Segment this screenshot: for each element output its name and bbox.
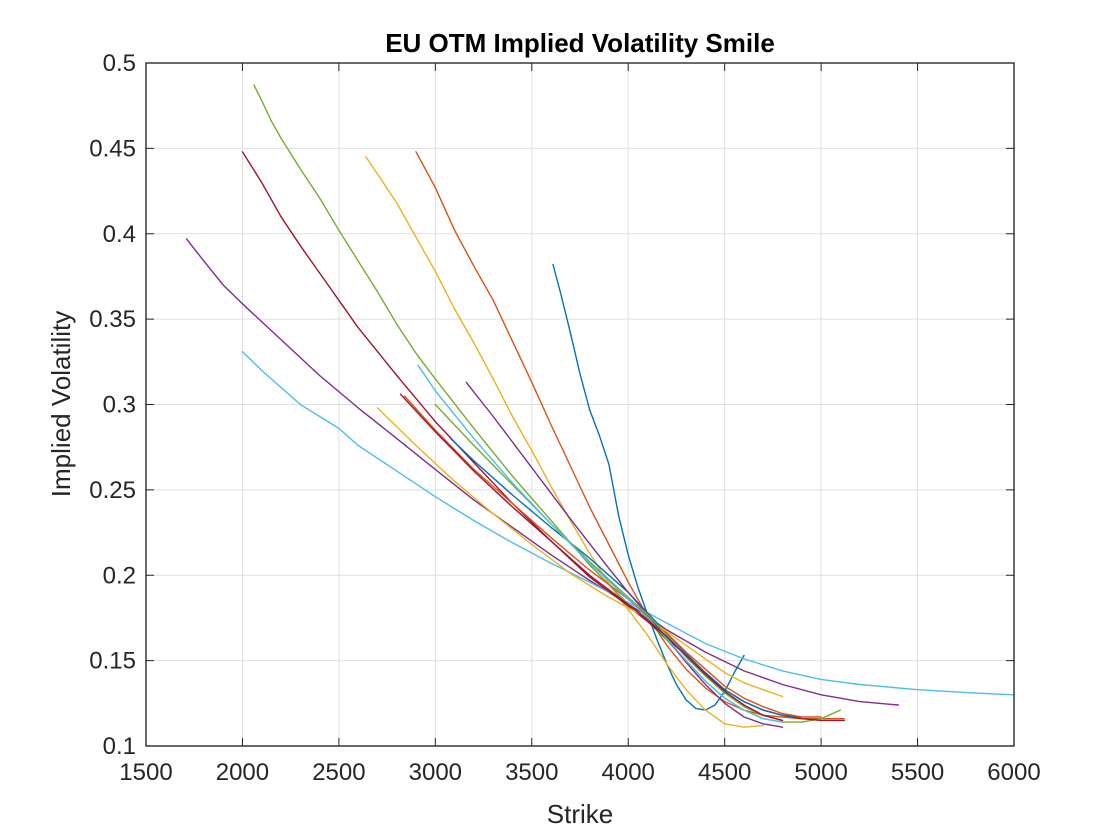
y-tick-label: 0.1 [103,733,136,760]
y-tick-label: 0.3 [103,392,136,419]
x-tick-label: 5500 [891,759,944,786]
y-tick-label: 0.25 [89,477,136,504]
y-axis-ticks: 0.1 0.15 0.2 0.25 0.3 0.35 0.4 0.45 0.5 [89,50,1014,760]
x-tick-label: 3000 [409,759,462,786]
y-tick-label: 0.15 [89,648,136,675]
y-axis-label: Implied Volatility [46,311,76,497]
y-tick-label: 0.45 [89,135,136,162]
x-tick-label: 3500 [505,759,558,786]
x-tick-label: 1500 [119,759,172,786]
y-tick-label: 0.2 [103,562,136,589]
series-line-11 [465,381,784,728]
x-tick-label: 4000 [602,759,655,786]
series-line-9 [403,395,822,718]
series-line-2 [415,151,845,720]
series-line-3 [365,156,764,728]
x-tick-label: 4500 [698,759,751,786]
series-line-4 [185,238,899,706]
series-line-14 [399,393,784,722]
y-tick-label: 0.35 [89,306,136,333]
x-axis-label: Strike [547,799,613,829]
y-tick-label: 0.5 [103,50,136,77]
chart-title: EU OTM Implied Volatility Smile [385,28,775,58]
grid [146,63,1014,746]
x-tick-label: 2500 [312,759,365,786]
y-tick-label: 0.4 [103,221,136,248]
series-group [185,84,1015,728]
x-tick-label: 5000 [794,759,847,786]
x-tick-label: 6000 [987,759,1040,786]
series-line-13 [417,364,784,723]
x-axis-ticks: 1500 2000 2500 3000 3500 4000 4500 5000 5500 6000 [119,63,1041,786]
x-tick-label: 2000 [216,759,269,786]
series-line-12 [434,403,784,722]
